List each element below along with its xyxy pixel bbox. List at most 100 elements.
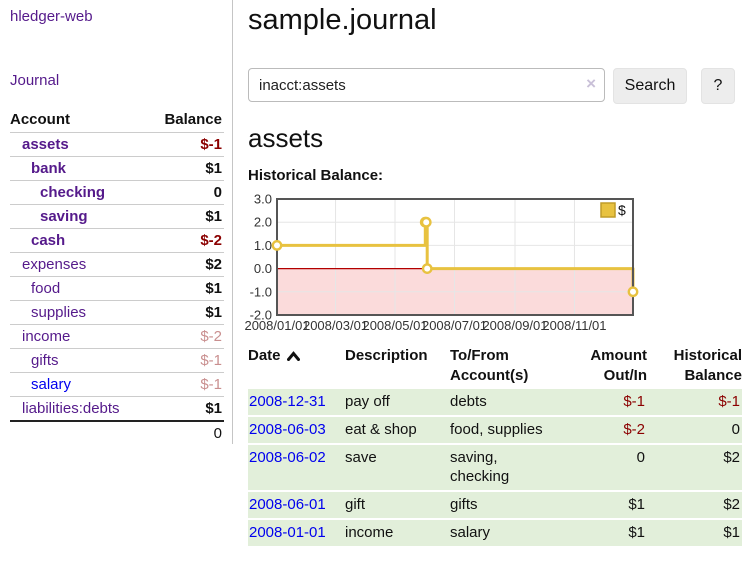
search-input-wrap: × (248, 68, 605, 104)
legend-swatch (600, 202, 616, 218)
amount-cell: $1 (560, 492, 647, 518)
x-axis-tick-label: 2008/11/01 (542, 318, 606, 333)
y-axis-tick-label: 1.0 (254, 238, 272, 253)
sidebar-account-row: salary $-1 (10, 372, 224, 396)
balance-cell: $1 (647, 520, 742, 546)
sidebar-account-balance: $-1 (200, 352, 222, 369)
chart-canvas: $3.0 2.0 1.0 0.0 -1.0 -2.02008/01/012008/03/0… (244, 192, 639, 333)
sidebar-account-link[interactable]: cash (31, 232, 66, 249)
sidebar-account-row: gifts $-1 (10, 348, 224, 372)
date-cell: 2008-06-02 (248, 445, 345, 490)
data-point-marker (627, 286, 639, 298)
amount-cell: $-2 (560, 417, 647, 443)
amount-cell: 0 (560, 445, 647, 490)
date-cell: 2008-01-01 (248, 520, 345, 546)
sidebar-account-link[interactable]: saving (40, 208, 88, 225)
x-axis-tick-label: 2008/09/01 (482, 318, 547, 333)
table-row: 2008-06-03 eat & shop food, supplies $-2 0 (248, 417, 742, 443)
transaction-date-link[interactable]: 2008-06-03 (249, 421, 326, 438)
account-heading: assets (248, 123, 324, 153)
description-cell: income (345, 520, 450, 546)
accounts-header-account: Account (10, 111, 70, 128)
search-button[interactable]: Search (613, 68, 687, 104)
balance-cell: $2 (647, 492, 742, 518)
sidebar-account-link[interactable]: income (22, 328, 71, 345)
balance-cell: $2 (647, 445, 742, 490)
column-header-date[interactable]: Date (248, 345, 345, 387)
register-header-row: Date Description To/From Account(s) Amou… (248, 345, 742, 387)
sidebar-item-journal[interactable]: Journal (10, 72, 60, 89)
sidebar-account-link[interactable]: gifts (31, 352, 59, 369)
sidebar-account-link[interactable]: liabilities:debts (22, 400, 120, 417)
column-header-amount: Amount Out/In (590, 347, 647, 384)
sidebar-account-row: liabilities:debts $1 (10, 396, 224, 420)
sidebar-account-balance: $1 (205, 304, 222, 321)
sidebar-account-balance: $1 (205, 208, 222, 225)
column-header-balance: Historical Balance (673, 347, 742, 384)
accounts-cell: food, supplies (450, 417, 560, 443)
help-button[interactable]: ? (701, 68, 735, 104)
transaction-date-link[interactable]: 2008-06-01 (249, 496, 326, 513)
transaction-date-link[interactable]: 2008-12-31 (249, 393, 326, 410)
y-axis-tick-label: 2.0 (254, 215, 272, 230)
table-row: 2008-06-02 save saving, checking 0 $2 (248, 445, 742, 490)
amount-cell: $-1 (560, 389, 647, 415)
description-cell: pay off (345, 389, 450, 415)
sidebar-account-link[interactable]: expenses (22, 256, 87, 273)
sidebar-account-balance: $1 (205, 280, 222, 297)
transaction-date-link[interactable]: 2008-06-02 (249, 449, 326, 466)
app-brand-link[interactable]: hledger-web (10, 8, 93, 25)
clear-search-icon[interactable]: × (586, 74, 596, 93)
transaction-date-link[interactable]: 2008-01-01 (249, 524, 326, 541)
description-cell: eat & shop (345, 417, 450, 443)
sidebar-account-link[interactable]: food (31, 280, 61, 297)
historical-balance-chart: $3.0 2.0 1.0 0.0 -1.0 -2.0 2008/01/01 2008/03/0… (244, 192, 742, 336)
amount-cell: $1 (560, 520, 647, 546)
sort-ascending-icon (286, 348, 300, 365)
sidebar-account-row: supplies $1 (10, 300, 224, 324)
sidebar-account-row: food $1 (10, 276, 224, 300)
sidebar-account-balance: 0 (213, 184, 222, 201)
register-table: Date Description To/From Account(s) Amou… (248, 343, 742, 548)
column-header-accounts: To/From Account(s) (450, 347, 529, 384)
accounts-cell: gifts (450, 492, 560, 518)
table-row: 2008-12-31 pay off debts $-1 $-1 (248, 389, 742, 415)
sidebar-account-balance: $-2 (200, 328, 222, 345)
sidebar-account-link[interactable]: assets (22, 136, 69, 153)
table-row: 2008-06-01 gift gifts $1 $2 (248, 492, 742, 518)
sidebar-account-balance: $-1 (200, 136, 222, 153)
sidebar-account-balance: $2 (205, 256, 222, 273)
y-axis-tick-label: -2.0 (250, 308, 272, 323)
sidebar-account-row: expenses $2 (10, 252, 224, 276)
sidebar-account-balance: $-1 (200, 376, 222, 393)
y-axis-tick-label: 0.0 (254, 261, 272, 276)
date-cell: 2008-12-31 (248, 389, 345, 415)
x-axis-tick-label: 2008/05/01 (362, 318, 427, 333)
y-axis-tick-label: 3.0 (254, 192, 272, 207)
accounts-total-row: 0 (10, 420, 224, 444)
sidebar-account-row: saving $1 (10, 204, 224, 228)
date-cell: 2008-06-03 (248, 417, 345, 443)
sidebar-account-link[interactable]: checking (40, 184, 106, 201)
sidebar-account-balance: $-2 (200, 232, 222, 249)
plot-border (276, 198, 634, 316)
sidebar-account-balance: $1 (205, 400, 222, 417)
balance-cell: 0 (647, 417, 742, 443)
balance-cell: $-1 (647, 389, 742, 415)
description-cell: save (345, 445, 450, 490)
accounts-cell: salary (450, 520, 560, 546)
x-axis-tick-label: 2008/01/01 (244, 318, 309, 333)
accounts-cell: debts (450, 389, 560, 415)
accounts-header-balance: Balance (164, 111, 222, 128)
sidebar-account-row: bank $1 (10, 156, 224, 180)
date-cell: 2008-06-01 (248, 492, 345, 518)
description-cell: gift (345, 492, 450, 518)
sidebar-account-link[interactable]: supplies (31, 304, 87, 321)
historical-balance-label: Historical Balance: (248, 167, 384, 184)
data-point-marker (271, 240, 283, 251)
sidebar-account-link[interactable]: salary (31, 376, 72, 393)
sidebar-account-link[interactable]: bank (31, 160, 67, 177)
search-input[interactable] (248, 68, 605, 102)
data-point-marker (421, 263, 433, 275)
page-title: sample.journal (248, 4, 437, 36)
